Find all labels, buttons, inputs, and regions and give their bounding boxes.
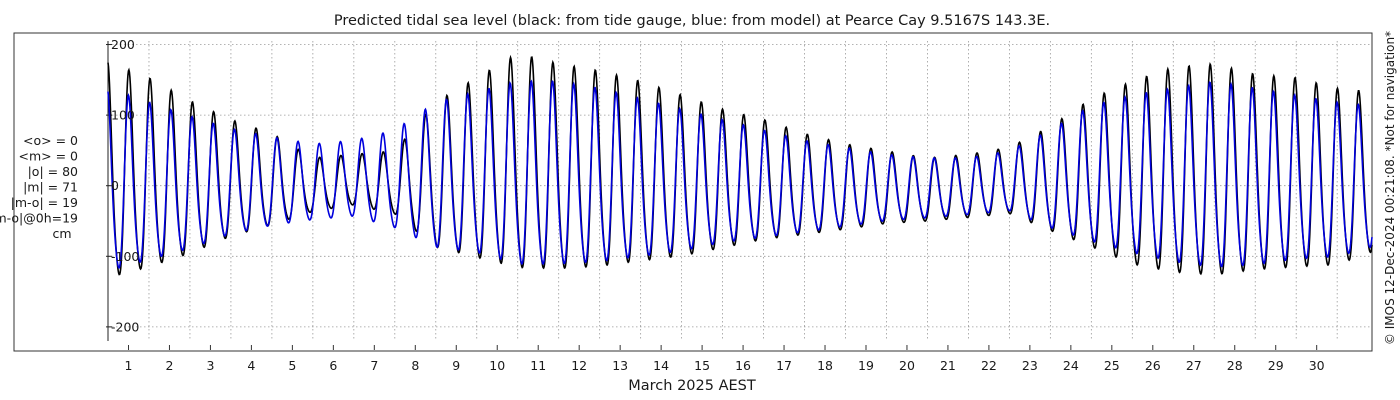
series-blue-line — [107, 79, 1373, 269]
x-tick-label: 18 — [817, 358, 833, 373]
x-tick-label: 16 — [735, 358, 751, 373]
y-tick-label: 200 — [111, 37, 135, 52]
y-tick-labels: 200 100 0 -100 -200 — [111, 37, 139, 334]
stat-line: |o| = 80 — [28, 164, 78, 179]
stat-line: |m| = 71 — [23, 180, 78, 195]
y-tick-label: -100 — [111, 249, 139, 264]
y-tick-label: 100 — [111, 108, 135, 123]
stat-line: |m-o|@0h=19 — [0, 211, 78, 226]
chart-title: Predicted tidal sea level (black: from t… — [334, 13, 1050, 29]
x-axis-label: March 2025 AEST — [628, 378, 756, 394]
x-tick-label: 14 — [653, 358, 669, 373]
outer-frame — [13, 32, 1373, 352]
x-tick-label: 28 — [1227, 358, 1243, 373]
y-tick-label: -200 — [111, 319, 139, 334]
x-tick-label: 11 — [530, 358, 546, 373]
x-tick-label: 8 — [411, 358, 419, 373]
x-tick-label: 1 — [125, 358, 133, 373]
x-tick-label: 9 — [452, 358, 460, 373]
stat-line: <o> = 0 — [23, 133, 78, 148]
x-tick-label: 30 — [1309, 358, 1325, 373]
x-tick-label: 27 — [1186, 358, 1202, 373]
stat-line: |m-o| = 19 — [11, 195, 78, 210]
x-tick-label: 24 — [1063, 358, 1079, 373]
x-tick-label: 23 — [1022, 358, 1038, 373]
copyright-note: © IMOS 12-Dec-2024 00:21:08. *Not for na… — [1383, 31, 1397, 345]
x-tick-label: 2 — [165, 358, 173, 373]
x-tick-label: 12 — [571, 358, 587, 373]
x-tick-label: 22 — [981, 358, 997, 373]
x-tick-label: 6 — [329, 358, 337, 373]
stat-line: <m> = 0 — [19, 149, 79, 164]
x-tick-label: 5 — [288, 358, 296, 373]
x-tick-label: 19 — [858, 358, 874, 373]
x-tick-label: 29 — [1268, 358, 1284, 373]
x-tick-label: 10 — [489, 358, 505, 373]
x-tick-label: 15 — [694, 358, 710, 373]
y-tick-label: 0 — [111, 178, 119, 193]
x-tick-label: 20 — [899, 358, 915, 373]
grid-lines — [108, 41, 1372, 341]
x-tick-label: 26 — [1145, 358, 1161, 373]
x-tick-labels: 1 2 3 4 5 6 7 8 9 10 11 12 13 14 15 16 17 18 19 20 21 22 23 24 2… — [125, 345, 1325, 373]
stats-box: <o> = 0<m> = 0|o| = 80|m| = 71|m-o| = 19… — [0, 133, 78, 241]
x-tick-label: 21 — [940, 358, 956, 373]
x-tick-label: 7 — [370, 358, 378, 373]
x-tick-label: 17 — [776, 358, 792, 373]
x-tick-label: 4 — [247, 358, 255, 373]
x-tick-label: 3 — [206, 358, 214, 373]
x-tick-label: 13 — [612, 358, 628, 373]
series-group — [107, 54, 1373, 276]
x-tick-label: 25 — [1104, 358, 1120, 373]
stat-line: cm — [52, 226, 71, 241]
